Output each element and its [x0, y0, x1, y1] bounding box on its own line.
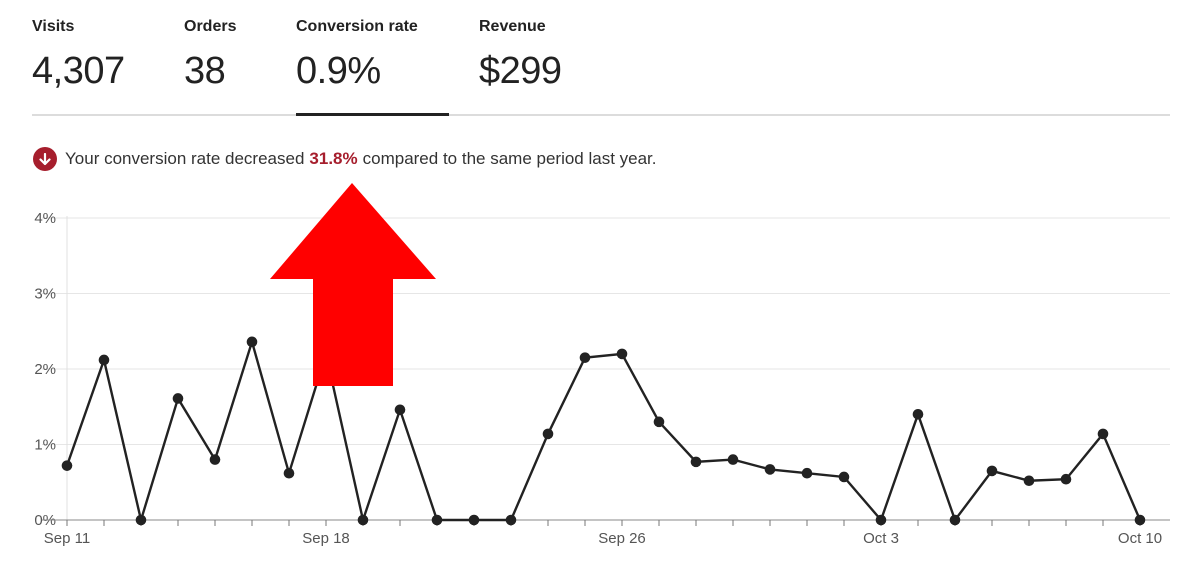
stats-tabs: Visits 4,307 Orders 38 Conversion rate 0… [32, 0, 1170, 116]
data-point [542, 428, 554, 440]
stat-value: 4,307 [32, 50, 125, 92]
series-line [65, 337, 1142, 525]
up-arrow-annotation [270, 183, 436, 386]
data-point [727, 454, 739, 465]
stat-label: Revenue [479, 18, 546, 35]
x-tick-label: Sep 11 [44, 530, 90, 547]
stat-tab-visits[interactable]: Visits 4,307 [32, 0, 142, 114]
y-tick-label: 1% [34, 437, 56, 454]
data-point [653, 416, 665, 428]
y-tick-label: 3% [34, 286, 56, 303]
data-point [690, 456, 702, 468]
data-point [172, 393, 184, 404]
notice-text-before: Your conversion rate decreased [65, 149, 305, 168]
notice-percent: 31.8% [309, 149, 358, 168]
stat-label: Conversion rate [296, 18, 418, 35]
data-point [949, 514, 961, 526]
data-point [246, 336, 258, 348]
arrow-down-circle-icon [33, 147, 57, 171]
data-point [616, 348, 628, 360]
stat-tab-revenue[interactable]: Revenue $299 [479, 0, 599, 114]
data-point [579, 352, 591, 363]
data-point [431, 514, 443, 526]
data-point [394, 404, 406, 416]
data-point [135, 514, 147, 526]
x-tick-label: Sep 26 [598, 530, 646, 547]
data-point [764, 464, 776, 475]
stat-tab-conversion-rate[interactable]: Conversion rate 0.9% [296, 0, 449, 116]
data-point [98, 354, 110, 366]
y-tick-label: 4% [34, 210, 56, 227]
stat-value: 0.9% [296, 50, 381, 92]
stat-tab-orders[interactable]: Orders 38 [184, 0, 274, 114]
data-point [209, 454, 221, 465]
data-point [468, 514, 480, 526]
data-point [1134, 514, 1146, 526]
data-point [986, 465, 998, 477]
x-tick-label: Sep 18 [302, 530, 350, 547]
data-point [505, 514, 517, 526]
x-tick-label: Oct 3 [863, 530, 899, 547]
stat-label: Orders [184, 18, 237, 35]
data-point [1023, 475, 1035, 487]
comparison-notice: Your conversion rate decreased 31.8% com… [33, 146, 657, 172]
stat-label: Visits [32, 18, 75, 35]
stat-value: 38 [184, 50, 226, 92]
x-tick-label: Oct 10 [1118, 530, 1162, 547]
data-point [283, 467, 295, 479]
data-point [1097, 428, 1109, 440]
data-point [838, 471, 850, 483]
stat-value: $299 [479, 50, 562, 92]
data-point [357, 514, 369, 526]
data-point [61, 460, 73, 471]
y-tick-label: 2% [34, 361, 56, 378]
data-point [875, 514, 887, 526]
data-point [1060, 473, 1072, 485]
data-point [912, 409, 924, 420]
active-tab-underline [296, 113, 449, 116]
data-point [801, 467, 813, 479]
notice-text-after: compared to the same period last year. [362, 149, 657, 168]
